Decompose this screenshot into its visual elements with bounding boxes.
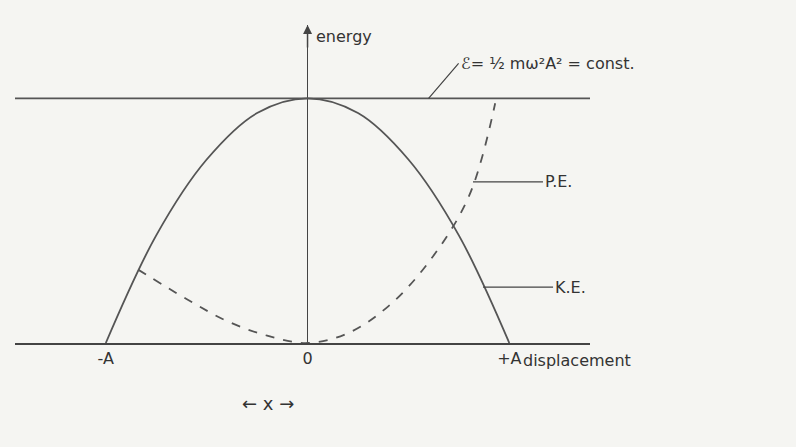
svg-text:P.E.: P.E. bbox=[545, 172, 572, 191]
svg-text:0: 0 bbox=[302, 349, 312, 368]
svg-text:K.E.: K.E. bbox=[555, 278, 586, 297]
svg-text:+A: +A bbox=[497, 349, 521, 368]
svg-text:← x →: ← x → bbox=[242, 393, 294, 414]
svg-text:ℰ= ½ mω²A² = const.: ℰ= ½ mω²A² = const. bbox=[461, 54, 635, 73]
svg-text:-A: -A bbox=[98, 349, 114, 368]
svg-text:displacement: displacement bbox=[523, 351, 631, 370]
svg-text:energy: energy bbox=[316, 27, 372, 46]
